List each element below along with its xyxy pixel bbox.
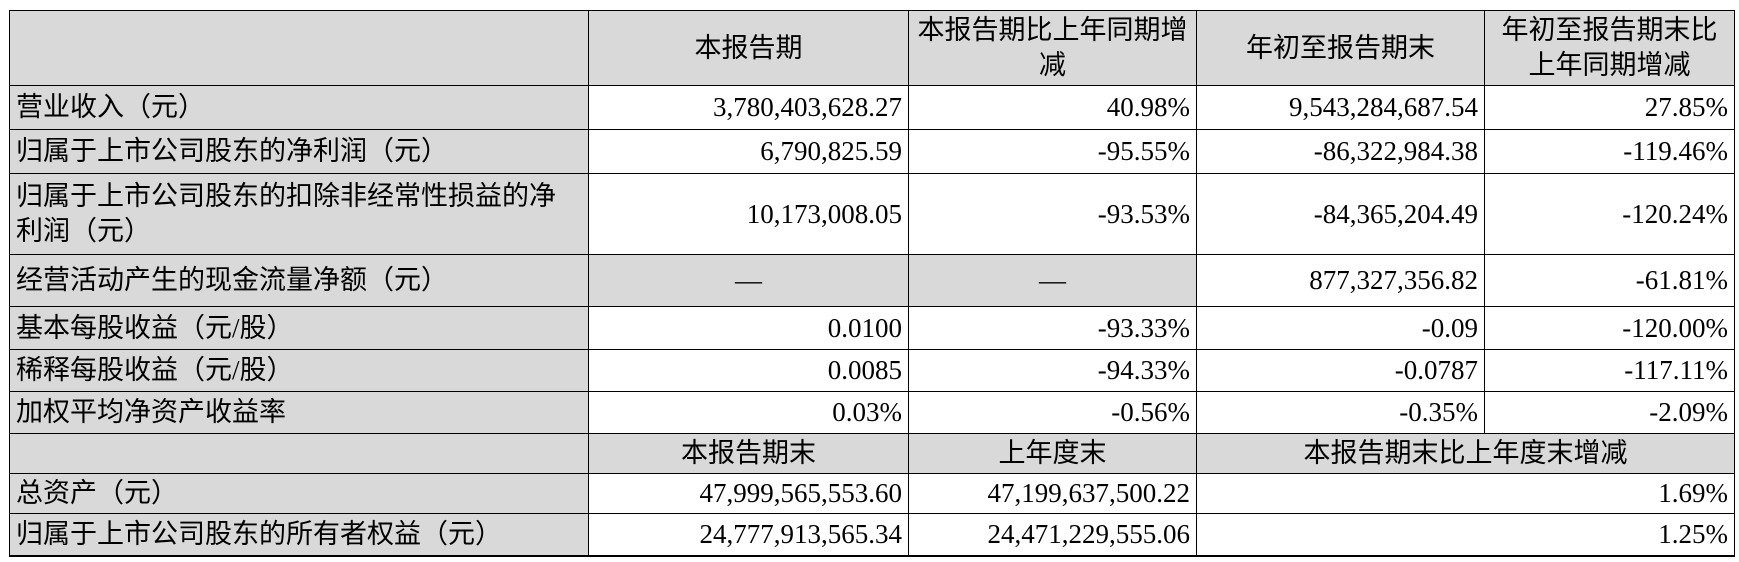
value-ytd: -0.35%	[1196, 391, 1485, 435]
header-prev-year-end: 上年度末	[908, 433, 1197, 475]
value-ytd-yoy: -119.46%	[1484, 129, 1735, 175]
value-current-period-dash: —	[588, 254, 909, 308]
header-current-period-yoy: 本报告期比上年同期增减	[908, 9, 1197, 87]
value-current-period: 0.0100	[588, 306, 909, 351]
value-ytd: -86,322,984.38	[1196, 129, 1485, 175]
value-current-yoy: -93.53%	[908, 173, 1197, 256]
header-period-end-change: 本报告期末比上年度末增减	[1196, 433, 1735, 475]
value-current-yoy: -93.33%	[908, 306, 1197, 351]
value-ytd-yoy: -120.24%	[1484, 173, 1735, 256]
value-ytd-yoy: -120.00%	[1484, 306, 1735, 351]
row-operating-cash-flow: 经营活动产生的现金流量净额（元） — — 877,327,356.82 -61.…	[9, 254, 1735, 308]
value-current-period: 3,780,403,628.27	[588, 85, 909, 131]
row-weighted-avg-roe: 加权平均净资产收益率 0.03% -0.56% -0.35% -2.09%	[9, 391, 1735, 435]
row-revenue: 营业收入（元） 3,780,403,628.27 40.98% 9,543,28…	[9, 85, 1735, 131]
metric-label: 归属于上市公司股东的扣除非经常性损益的净利润（元）	[9, 173, 589, 256]
metric-label: 总资产（元）	[9, 473, 589, 515]
row-net-profit-excl-nonrecurring: 归属于上市公司股东的扣除非经常性损益的净利润（元） 10,173,008.05 …	[9, 173, 1735, 256]
header-empty-cell	[9, 433, 589, 475]
value-current-period: 0.0085	[588, 349, 909, 393]
value-change: 1.25%	[1196, 513, 1735, 557]
value-current-yoy: -0.56%	[908, 391, 1197, 435]
metric-label: 加权平均净资产收益率	[9, 391, 589, 435]
metric-label: 稀释每股收益（元/股）	[9, 349, 589, 393]
value-ytd: -0.09	[1196, 306, 1485, 351]
value-ytd: -0.0787	[1196, 349, 1485, 393]
metric-label: 基本每股收益（元/股）	[9, 306, 589, 351]
value-prev-year-end: 47,199,637,500.22	[908, 473, 1197, 515]
value-current-period: 10,173,008.05	[588, 173, 909, 256]
value-current-yoy: -94.33%	[908, 349, 1197, 393]
row-total-assets: 总资产（元） 47,999,565,553.60 47,199,637,500.…	[9, 473, 1735, 515]
key-financials-table: 本报告期 本报告期比上年同期增减 年初至报告期末 年初至报告期末比上年同期增减 …	[9, 9, 1735, 557]
metric-label: 经营活动产生的现金流量净额（元）	[9, 254, 589, 308]
metric-label: 归属于上市公司股东的净利润（元）	[9, 129, 589, 175]
row-basic-eps: 基本每股收益（元/股） 0.0100 -93.33% -0.09 -120.00…	[9, 306, 1735, 351]
value-period-end: 24,777,913,565.34	[588, 513, 909, 557]
metric-label: 归属于上市公司股东的所有者权益（元）	[9, 513, 589, 557]
value-prev-year-end: 24,471,229,555.06	[908, 513, 1197, 557]
header-period-end: 本报告期末	[588, 433, 909, 475]
value-period-end: 47,999,565,553.60	[588, 473, 909, 515]
value-ytd-yoy: 27.85%	[1484, 85, 1735, 131]
period-header-row: 本报告期 本报告期比上年同期增减 年初至报告期末 年初至报告期末比上年同期增减	[9, 9, 1735, 87]
value-ytd: 9,543,284,687.54	[1196, 85, 1485, 131]
row-shareholders-equity: 归属于上市公司股东的所有者权益（元） 24,777,913,565.34 24,…	[9, 513, 1735, 557]
value-change: 1.69%	[1196, 473, 1735, 515]
value-current-period: 0.03%	[588, 391, 909, 435]
header-ytd-yoy: 年初至报告期末比上年同期增减	[1484, 9, 1735, 87]
value-ytd: -84,365,204.49	[1196, 173, 1485, 256]
value-current-period: 6,790,825.59	[588, 129, 909, 175]
value-current-yoy: 40.98%	[908, 85, 1197, 131]
header-ytd: 年初至报告期末	[1196, 9, 1485, 87]
value-ytd-yoy: -2.09%	[1484, 391, 1735, 435]
balance-header-row: 本报告期末 上年度末 本报告期末比上年度末增减	[9, 433, 1735, 475]
value-ytd-yoy: -61.81%	[1484, 254, 1735, 308]
value-current-yoy: -95.55%	[908, 129, 1197, 175]
header-empty-cell	[9, 9, 589, 87]
header-current-period: 本报告期	[588, 9, 909, 87]
row-net-profit: 归属于上市公司股东的净利润（元） 6,790,825.59 -95.55% -8…	[9, 129, 1735, 175]
value-current-yoy-dash: —	[908, 254, 1197, 308]
value-ytd-yoy: -117.11%	[1484, 349, 1735, 393]
value-ytd: 877,327,356.82	[1196, 254, 1485, 308]
metric-label: 营业收入（元）	[9, 85, 589, 131]
row-diluted-eps: 稀释每股收益（元/股） 0.0085 -94.33% -0.0787 -117.…	[9, 349, 1735, 393]
